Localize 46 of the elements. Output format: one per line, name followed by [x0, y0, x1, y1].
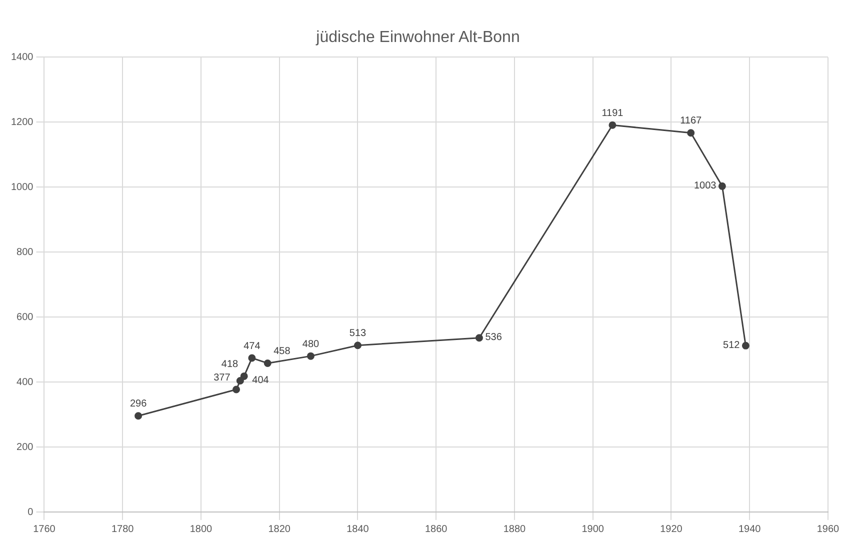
point	[248, 354, 256, 362]
point	[240, 372, 248, 380]
x-tick-label: 1920	[660, 524, 683, 535]
x-tick-label: 1820	[268, 524, 291, 535]
data-label: 1003	[694, 180, 717, 192]
y-tick-label: 200	[16, 442, 34, 453]
y-tick-label: 600	[16, 312, 34, 323]
x-tick-label: 1860	[425, 524, 448, 535]
y-tick-label: 800	[16, 246, 34, 258]
y-tick-label: 0	[28, 506, 34, 518]
data-label: 513	[349, 328, 367, 340]
point	[306, 352, 314, 360]
y-tick-label: 1400	[10, 52, 34, 63]
point	[742, 342, 750, 350]
point	[134, 412, 142, 420]
point	[232, 386, 240, 394]
data-label: 377	[214, 372, 231, 384]
x-tick-label: 1940	[738, 524, 762, 535]
point	[264, 359, 272, 367]
x-tick-label: 1780	[111, 524, 134, 535]
data-label: 474	[244, 340, 261, 352]
x-tick-label: 1960	[816, 524, 840, 535]
x-tick-label: 1900	[582, 524, 604, 535]
data-label: 296	[130, 398, 148, 410]
data-label: 480	[302, 338, 320, 350]
data-label: 1191	[602, 108, 624, 119]
x-tick-label: 1760	[33, 524, 56, 535]
point	[608, 121, 616, 129]
data-label: 418	[221, 358, 239, 370]
y-tick-label: 1200	[10, 116, 34, 128]
data-label: 512	[723, 340, 740, 351]
data-label: 536	[485, 332, 502, 344]
y-tick-label: 1000	[10, 182, 34, 193]
data-label: 1167	[680, 116, 702, 127]
point	[687, 129, 695, 137]
x-tick-label: 1840	[346, 524, 370, 535]
point	[354, 342, 362, 350]
chart-title: jüdische Einwohner Alt-Bonn	[315, 29, 520, 46]
y-tick-label: 400	[16, 376, 34, 388]
data-label: 404	[252, 375, 270, 386]
point	[475, 334, 483, 342]
point	[236, 377, 244, 385]
x-tick-label: 1800	[190, 524, 213, 535]
x-tick-label: 1880	[503, 524, 526, 535]
data-label: 458	[274, 346, 291, 357]
point	[718, 182, 726, 190]
